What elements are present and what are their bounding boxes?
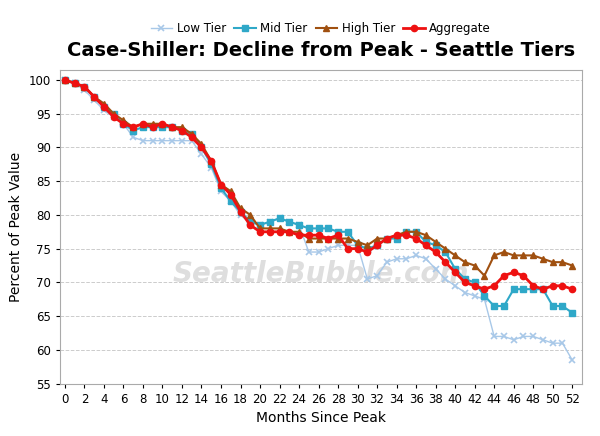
Aggregate — [520, 273, 527, 278]
High Tier — [383, 236, 391, 241]
High Tier — [520, 253, 527, 258]
Aggregate — [354, 246, 361, 251]
Low Tier — [354, 243, 361, 248]
Mid Tier — [198, 145, 205, 150]
Text: SeattleBubble.com: SeattleBubble.com — [173, 260, 469, 288]
Low Tier — [61, 77, 68, 82]
Aggregate — [452, 270, 459, 275]
Aggregate — [61, 77, 68, 82]
Mid Tier — [354, 243, 361, 248]
Mid Tier — [510, 286, 517, 292]
Y-axis label: Percent of Peak Value: Percent of Peak Value — [9, 152, 23, 302]
High Tier — [569, 263, 576, 268]
Aggregate — [569, 286, 576, 292]
Line: Low Tier: Low Tier — [62, 77, 575, 363]
High Tier — [481, 273, 488, 278]
High Tier — [452, 253, 459, 258]
Line: Mid Tier: Mid Tier — [62, 77, 575, 316]
Aggregate — [481, 286, 488, 292]
X-axis label: Months Since Peak: Months Since Peak — [256, 411, 386, 425]
Low Tier — [510, 337, 517, 342]
Line: Aggregate: Aggregate — [62, 77, 575, 292]
Aggregate — [364, 249, 371, 255]
Mid Tier — [364, 246, 371, 251]
Mid Tier — [452, 266, 459, 272]
Low Tier — [569, 358, 576, 363]
Line: High Tier: High Tier — [62, 77, 575, 279]
Mid Tier — [383, 236, 391, 241]
High Tier — [364, 243, 371, 248]
Aggregate — [198, 145, 205, 150]
Aggregate — [383, 236, 391, 241]
Low Tier — [452, 283, 459, 288]
Mid Tier — [61, 77, 68, 82]
Low Tier — [198, 152, 205, 157]
Legend: Low Tier, Mid Tier, High Tier, Aggregate: Low Tier, Mid Tier, High Tier, Aggregate — [151, 22, 491, 35]
Title: Case-Shiller: Decline from Peak - Seattle Tiers: Case-Shiller: Decline from Peak - Seattl… — [67, 41, 575, 60]
Low Tier — [383, 259, 391, 265]
High Tier — [61, 77, 68, 82]
High Tier — [354, 239, 361, 245]
Mid Tier — [569, 310, 576, 315]
High Tier — [198, 141, 205, 146]
Low Tier — [364, 276, 371, 282]
